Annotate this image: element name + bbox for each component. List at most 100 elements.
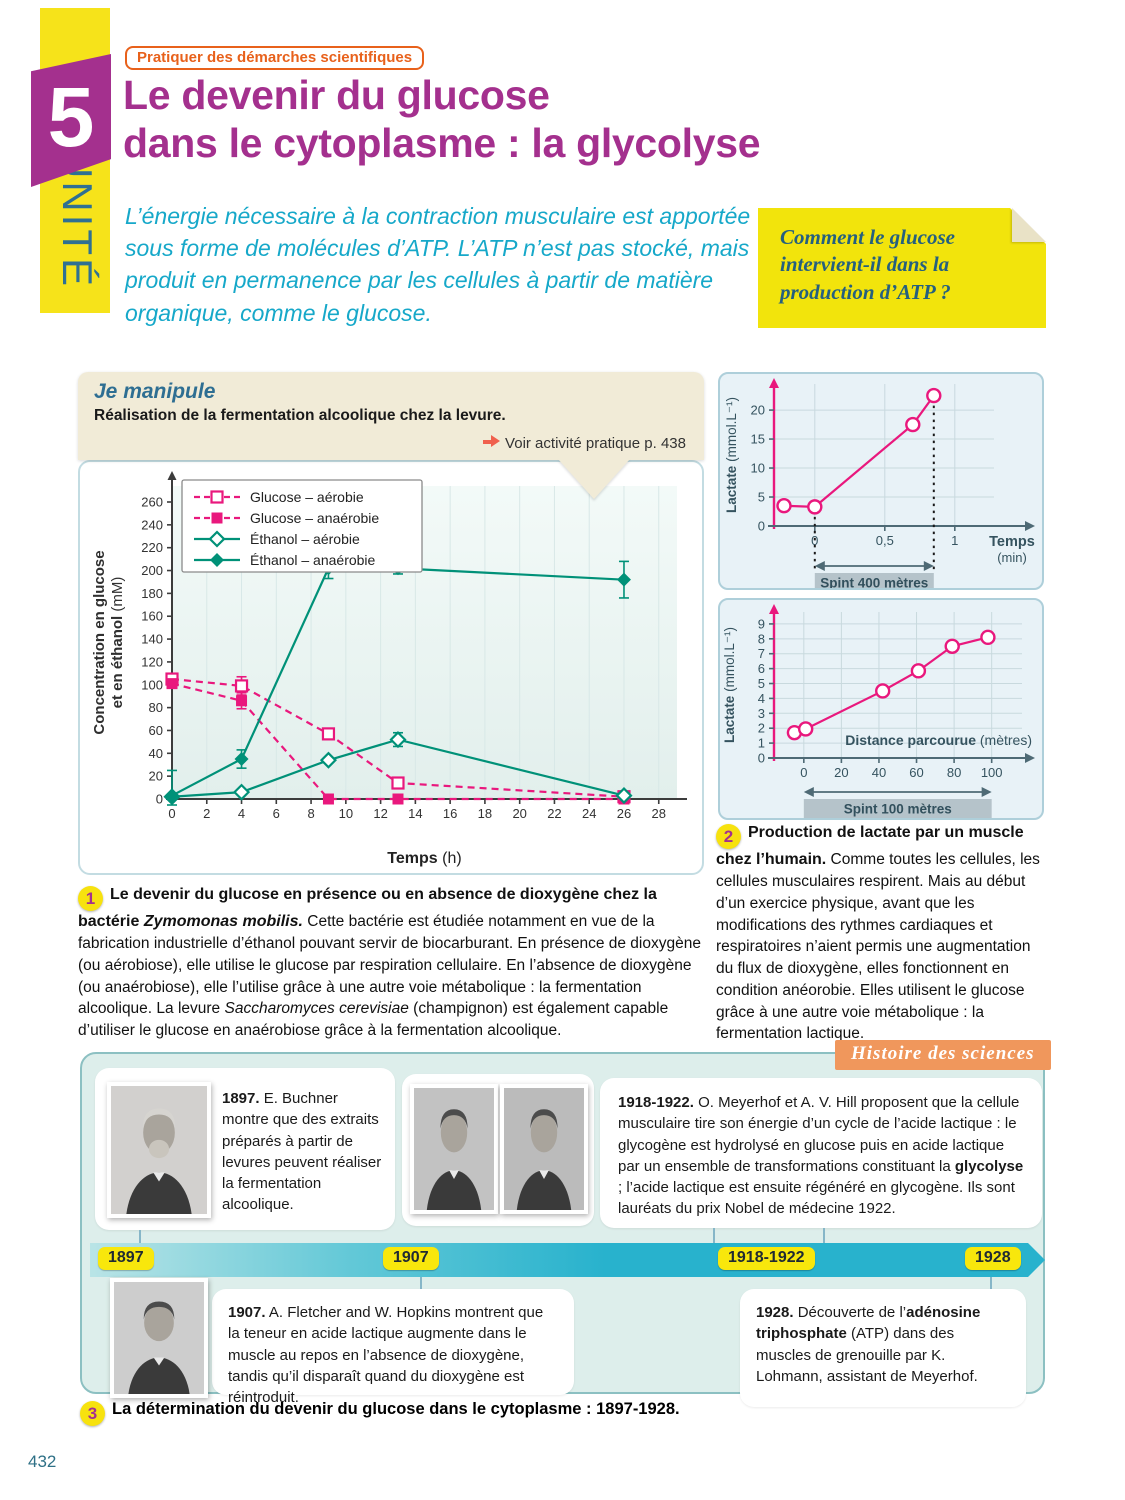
svg-text:Lactate (mmol.L⁻¹): Lactate (mmol.L⁻¹) — [722, 627, 737, 743]
svg-text:100: 100 — [141, 677, 163, 692]
svg-text:1: 1 — [951, 533, 958, 548]
skill-badge: Pratiquer des démarches scientifiques — [125, 46, 425, 70]
svg-text:Glucose – anaérobie: Glucose – anaérobie — [250, 510, 379, 526]
svg-text:Glucose – aérobie: Glucose – aérobie — [250, 489, 364, 505]
svg-text:0,5: 0,5 — [876, 533, 894, 548]
event-1918-keyword: glycolyse — [954, 1157, 1024, 1175]
svg-text:10: 10 — [751, 461, 765, 476]
svg-text:et en éthanol (mM): et en éthanol (mM) — [109, 577, 126, 709]
svg-text:1: 1 — [758, 736, 765, 751]
figure1-caption: 1 Le devenir du glucose en présence ou en… — [78, 884, 710, 1042]
timeline-connector — [713, 1228, 715, 1243]
figure1-body2: (champignon) est également capable d’uti… — [78, 1000, 669, 1040]
event-1928-body1: Découverte de l’ — [793, 1304, 907, 1321]
svg-text:10: 10 — [339, 806, 353, 821]
figure3-number-badge: 3 — [80, 1401, 105, 1426]
timeline-connector — [139, 1230, 141, 1243]
je-manipule-box: Je manipule Réalisation de la fermentati… — [78, 372, 704, 460]
figure2-number-badge: 2 — [716, 824, 741, 849]
svg-text:8: 8 — [758, 631, 765, 646]
svg-text:20: 20 — [149, 769, 163, 784]
svg-text:Concentration en glucose: Concentration en glucose — [91, 550, 108, 734]
svg-text:160: 160 — [141, 609, 163, 624]
figure3-caption: 3 La détermination du devenir du glucose … — [80, 1400, 980, 1426]
svg-text:60: 60 — [149, 723, 163, 738]
page-number: 432 — [28, 1452, 57, 1471]
svg-text:7: 7 — [758, 646, 765, 661]
svg-text:22: 22 — [547, 806, 561, 821]
photo-fletcher — [110, 1278, 208, 1398]
timeline-arrow-icon — [1028, 1243, 1045, 1277]
event-1928-keyword: adénosine triphosphate — [756, 1304, 981, 1343]
svg-text:15: 15 — [751, 432, 765, 447]
unit-number: 5 — [47, 70, 95, 164]
figure1-bold-lead: Le devenir du glucose en présence ou en … — [78, 886, 657, 930]
je-manipule-subtitle: Réalisation de la fermentation alcooliqu… — [94, 407, 506, 424]
figure2-bold-lead: Production de lactate par un muscle chez… — [716, 824, 1024, 868]
svg-text:2: 2 — [203, 806, 210, 821]
figure1-number-badge: 1 — [78, 886, 103, 911]
year-badge-1918-1922: 1918-1922 — [718, 1247, 815, 1270]
svg-text:220: 220 — [141, 540, 163, 555]
svg-text:0: 0 — [758, 751, 765, 766]
svg-text:Temps (h): Temps (h) — [387, 850, 461, 867]
svg-text:28: 28 — [652, 806, 666, 821]
svg-text:Spint 100 mètres: Spint 100 mètres — [844, 802, 952, 817]
event-1897-year: 1897. — [222, 1090, 260, 1107]
svg-text:200: 200 — [141, 563, 163, 578]
event-1918-year: 1918-1922. — [618, 1094, 694, 1111]
intro-text: L’énergie nécessaire à la contraction mu… — [125, 203, 751, 326]
svg-text:6: 6 — [758, 661, 765, 676]
timeline-connector — [990, 1277, 992, 1289]
event-1918-text: 1918-1922. O. Meyerhof et A. V. Hill pro… — [600, 1078, 1042, 1220]
title-line2: dans le cytoplasme : la glycolyse — [123, 119, 761, 166]
svg-text:40: 40 — [149, 746, 163, 761]
svg-text:20: 20 — [751, 403, 765, 418]
svg-text:4: 4 — [758, 691, 765, 706]
figure3-text: La détermination du devenir du glucose d… — [112, 1400, 680, 1418]
figure1-body1: Cette bactérie est étudiée notamment en … — [78, 913, 701, 1018]
fermentation-chart: 0 2 4 6 8 10 12 14 16 18 20 22 24 26 28 0 20 40 60 80 100 120… — [78, 460, 704, 875]
question-note: Comment le glucose intervient-il dans la… — [758, 208, 1046, 328]
svg-text:0: 0 — [156, 792, 163, 807]
year-badge-1907: 1907 — [383, 1247, 439, 1270]
svg-text:14: 14 — [408, 806, 422, 821]
lactate-distance-chart: 0 20 40 60 80 100 0 1 2 3 4 5 6 7 8 9 Spint 100 mètres La… — [718, 598, 1044, 820]
photo-buchner — [107, 1082, 211, 1218]
question-note-text: Comment le glucose intervient-il dans la… — [780, 225, 955, 304]
svg-text:Temps: Temps — [989, 534, 1035, 550]
event-1928-text: 1928. Découverte de l’adénosine triphosp… — [740, 1289, 1026, 1387]
figure2-body: Comme toutes les cellules, les cellules … — [716, 851, 1040, 1043]
svg-text:0: 0 — [800, 765, 807, 780]
event-1907-year: 1907. — [228, 1304, 266, 1321]
je-manipule-title: Je manipule — [94, 380, 216, 403]
fermentation-svg: 0 2 4 6 8 10 12 14 16 18 20 22 24 26 28020406080100120… — [91, 471, 687, 867]
svg-text:60: 60 — [909, 765, 923, 780]
svg-text:16: 16 — [443, 806, 457, 821]
svg-text:8: 8 — [307, 806, 314, 821]
event-1918-body1: O. Meyerhof et A. V. Hill proposent que … — [618, 1094, 1020, 1175]
svg-text:4: 4 — [238, 806, 245, 821]
svg-text:80: 80 — [149, 700, 163, 715]
timeline-card-1928: 1928. Découverte de l’adénosine triphosp… — [740, 1289, 1026, 1407]
svg-text:26: 26 — [617, 806, 631, 821]
event-1907-text: 1907. A. Fletcher and W. Hopkins montren… — [212, 1289, 574, 1408]
lactate-time-chart: 0 0,5 1 0 5 10 15 20 Spint 400 mètres Lactate (mm… — [718, 372, 1044, 593]
svg-text:2: 2 — [758, 721, 765, 736]
event-1907-body: A. Fletcher and W. Hopkins montrent que … — [228, 1304, 544, 1407]
svg-text:24: 24 — [582, 806, 596, 821]
page-title: Le devenir du glucose dans le cytoplasme… — [123, 72, 1023, 168]
year-badge-1897: 1897 — [98, 1247, 154, 1270]
svg-text:240: 240 — [141, 517, 163, 532]
title-line1: Le devenir du glucose — [123, 72, 550, 118]
svg-text:20: 20 — [834, 765, 848, 780]
svg-text:260: 260 — [141, 494, 163, 509]
svg-text:18: 18 — [478, 806, 492, 821]
activity-reference-text: Voir activité pratique p. 438 — [505, 435, 686, 452]
svg-text:3: 3 — [758, 706, 765, 721]
svg-text:(min): (min) — [997, 550, 1027, 565]
photo-hill — [500, 1084, 588, 1214]
history-of-science-badge: Histoire des sciences — [835, 1040, 1051, 1070]
